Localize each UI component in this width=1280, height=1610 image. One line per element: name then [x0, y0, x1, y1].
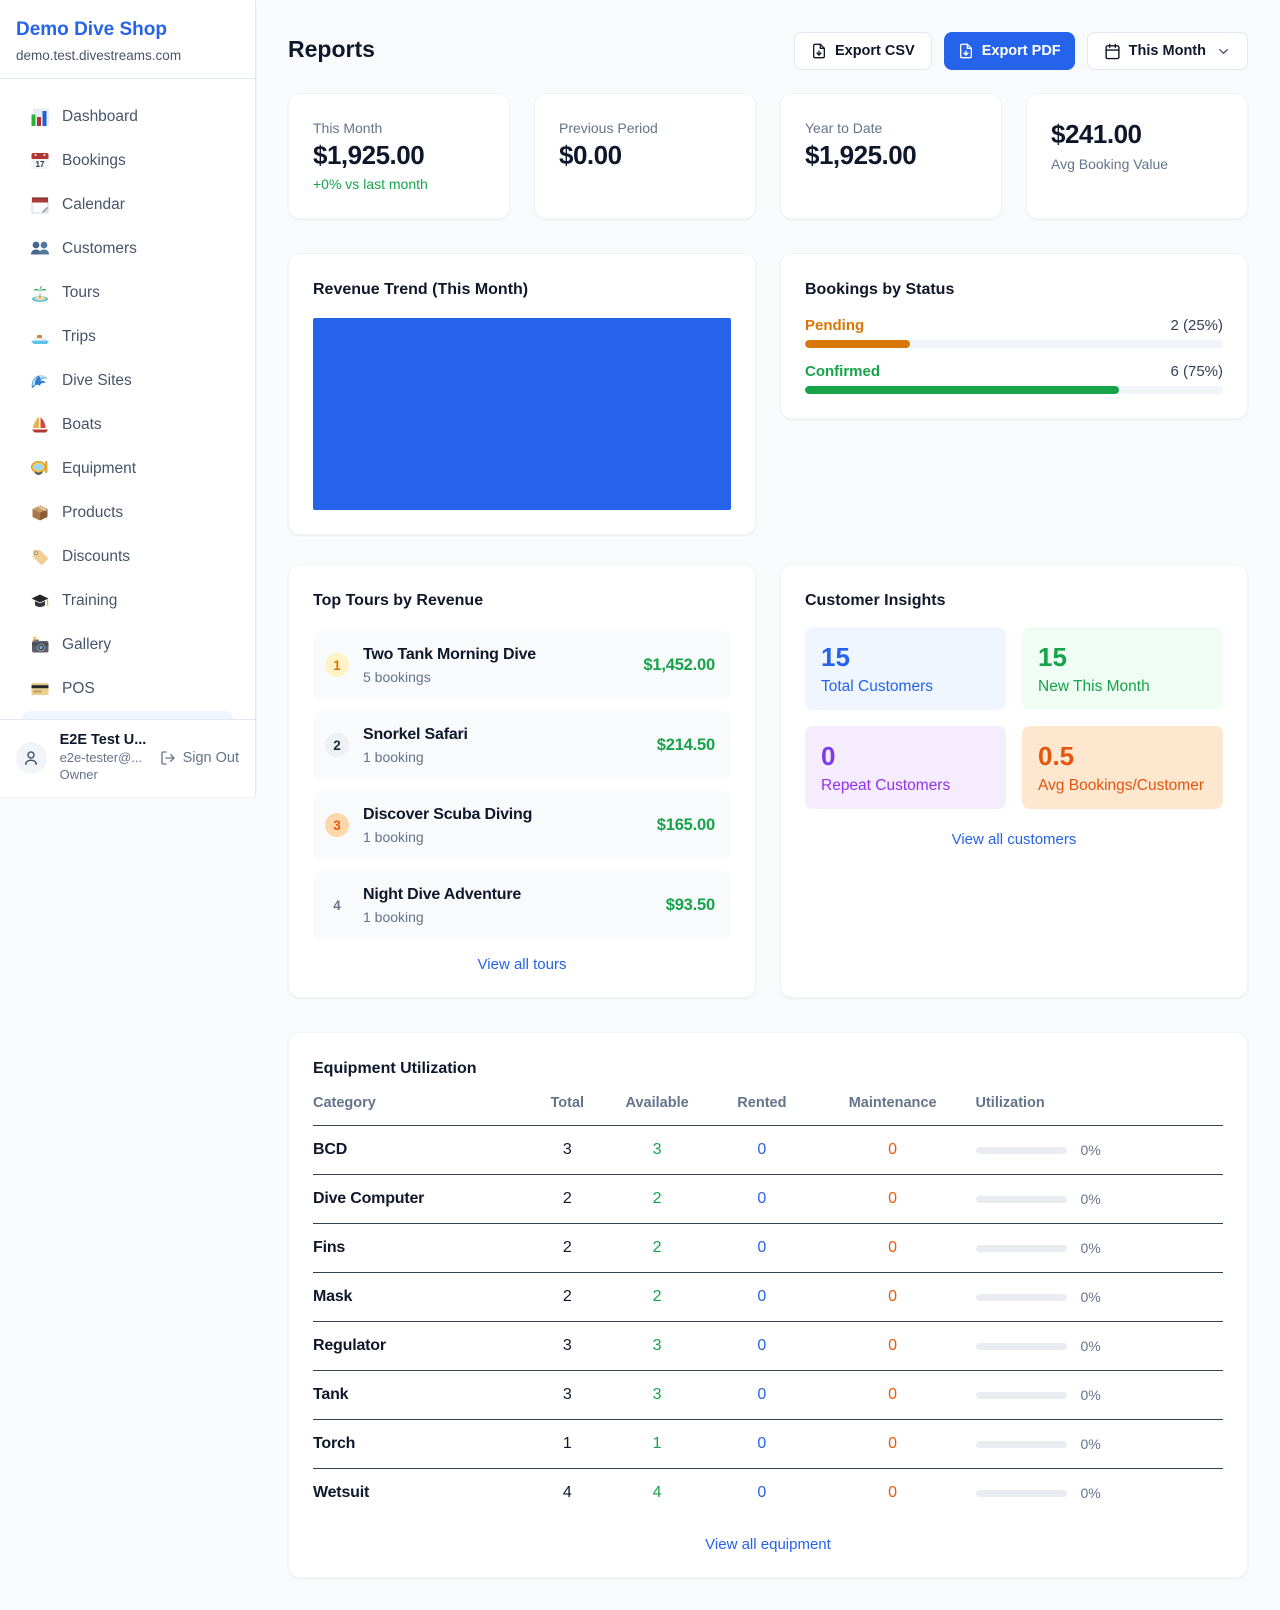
svg-text:17: 17: [36, 160, 45, 169]
